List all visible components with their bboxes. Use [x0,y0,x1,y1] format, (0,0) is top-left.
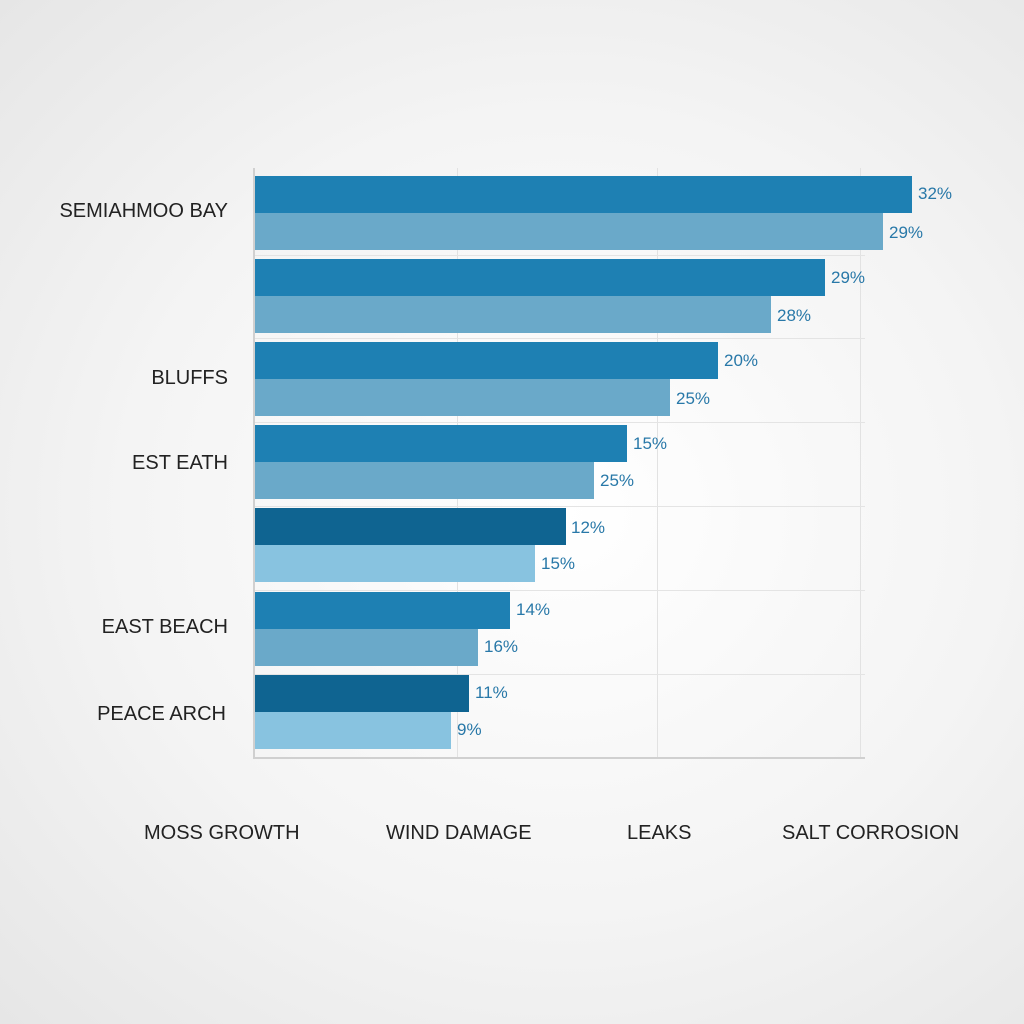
y-axis-label: SEMIAHMOO BAY [59,200,228,222]
bar-series-b [255,712,451,749]
horizontal-gridline [255,590,865,591]
bar-series-a [255,176,912,213]
bar-series-a [255,508,566,545]
horizontal-gridline [255,255,865,256]
y-axis-label: EST EATH [132,452,228,474]
value-label: 15% [633,434,668,453]
value-label: 25% [600,471,635,490]
y-axis-line [253,168,255,759]
bar-series-b [255,462,594,499]
value-label: 14% [516,600,551,619]
x-axis-label: WIND DAMAGE [386,822,532,844]
bar-series-b [255,379,670,416]
value-label: 29% [889,223,924,242]
y-axis-label: PEACE ARCH [97,703,226,725]
value-label: 28% [777,306,812,325]
vertical-gridline [860,168,861,758]
value-label: 16% [484,637,519,656]
horizontal-gridline [255,506,865,507]
horizontal-gridline [255,422,865,423]
x-axis-label: LEAKS [627,822,692,844]
value-label: 32% [918,184,953,203]
value-label: 25% [676,389,711,408]
vertical-gridline [657,168,658,758]
bar-series-b [255,296,771,333]
horizontal-gridline [255,674,865,675]
x-axis-label: MOSS GROWTH [144,822,300,844]
value-label: 12% [571,518,606,537]
bar-series-a [255,592,510,629]
x-axis-label: SALT CORROSION [782,822,960,844]
value-label: 15% [541,554,576,573]
horizontal-gridline [255,338,865,339]
y-axis-label: EAST BEACH [101,616,228,638]
bar-series-b [255,545,535,582]
value-label: 9% [457,720,482,739]
bar-series-a [255,259,825,296]
bar-series-a [255,675,469,712]
x-axis-line [253,757,865,759]
value-label: 20% [724,351,759,370]
bar-series-b [255,629,478,666]
value-label: 29% [831,268,866,287]
bar-series-a [255,425,627,462]
value-label: 11% [475,683,508,702]
bar-series-a [255,342,718,379]
bar-series-b [255,213,883,250]
y-axis-label: BLUFFS [151,367,228,389]
